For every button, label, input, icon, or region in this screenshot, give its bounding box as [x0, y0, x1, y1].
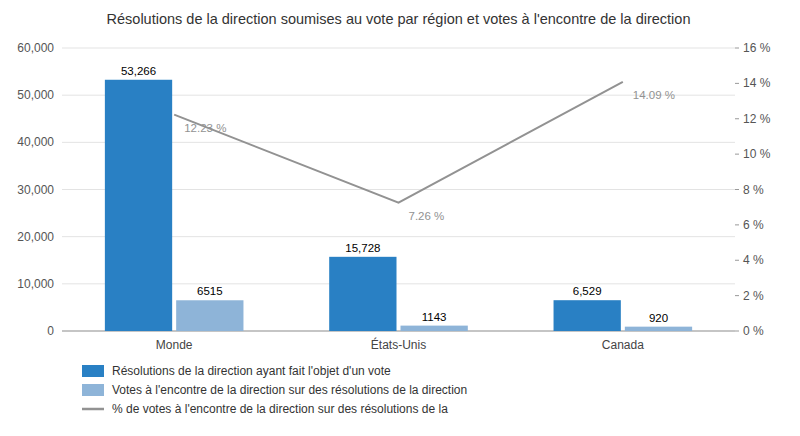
y2-tick [735, 189, 739, 190]
data-labels: 53,266 15,728 6,529 6515 1143 920 12.23 % 7.26 … [121, 65, 675, 324]
data-label: 53,266 [121, 65, 156, 77]
bar [401, 326, 468, 331]
x-tick-label: États-Unis [371, 337, 426, 352]
grid [62, 48, 735, 331]
y2-tick [735, 260, 739, 261]
x-tick-label: Monde [156, 338, 193, 352]
data-label: 6515 [197, 285, 223, 297]
bar [554, 300, 621, 331]
legend: Résolutions de la direction ayant fait l… [82, 364, 467, 416]
title: Résolutions de la direction soumises au … [107, 11, 691, 27]
legend-swatch [82, 365, 104, 377]
y2-tick [735, 118, 739, 119]
y2-tick-label: 0 % [743, 324, 764, 338]
y2-tick-label: 6 % [743, 218, 764, 232]
line [174, 82, 623, 203]
y2-tick-label: 2 % [743, 289, 764, 303]
y2-tick [735, 48, 739, 49]
y-tick-label: 20,000 [17, 230, 54, 244]
y2-tick-label: 4 % [743, 253, 764, 267]
y-tick-label: 10,000 [17, 277, 54, 291]
y2-tick [735, 331, 739, 332]
line-label: 12.23 % [184, 122, 226, 134]
legend-swatch [82, 408, 104, 411]
y-tick-label: 40,000 [17, 135, 54, 149]
y2-tick-label: 10 % [743, 147, 771, 161]
bar [625, 327, 692, 331]
plot-area [105, 80, 692, 331]
data-label: 15,728 [345, 242, 380, 254]
y2-tick-label: 14 % [743, 76, 771, 90]
legend-swatch [82, 384, 104, 396]
data-label: 1143 [422, 311, 447, 323]
bar [105, 80, 172, 331]
y-tick-label: 0 [47, 324, 54, 338]
line-label: 7.26 % [409, 210, 445, 222]
x-tick-label: Canada [602, 338, 644, 352]
line-label: 14.09 % [633, 89, 675, 101]
y-tick-label: 50,000 [17, 88, 54, 102]
y2-tick-label: 8 % [743, 183, 764, 197]
y2-tick [735, 154, 739, 155]
legend-label: Votes à l'encontre de la direction sur d… [112, 383, 467, 397]
y2-tick [735, 83, 739, 84]
bar [329, 257, 396, 331]
data-label: 920 [649, 312, 668, 324]
legend-label: % de votes à l'encontre de la direction … [112, 402, 448, 416]
bar [176, 300, 243, 331]
legend-label: Résolutions de la direction ayant fait l… [112, 364, 391, 378]
y2-tick [735, 224, 739, 225]
y2-tick-label: 16 % [743, 41, 771, 55]
y-tick-label: 60,000 [17, 41, 54, 55]
y2-tick [735, 295, 739, 296]
y2-tick-label: 12 % [743, 112, 771, 126]
data-label: 6,529 [573, 285, 602, 297]
y-tick-label: 30,000 [17, 183, 54, 197]
chart: Résolutions de la direction soumises au … [0, 0, 800, 436]
grid-line [62, 48, 735, 49]
